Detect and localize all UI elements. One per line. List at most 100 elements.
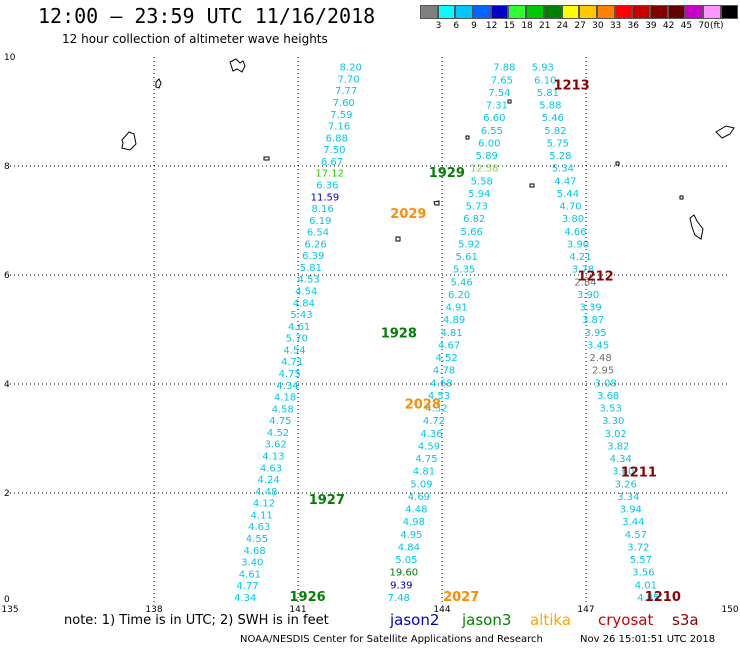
wave-height-value: 6.82 [463,214,485,225]
wave-height-value: 4.85 [637,593,659,604]
track-time-label: 2027 [443,590,479,605]
wave-height-value: 3.95 [584,328,606,339]
wave-height-value: 6.60 [483,113,505,124]
wave-height-value: 3.02 [605,429,627,440]
coastline [263,156,270,161]
wave-height-value: 3.44 [622,517,644,528]
wave-height-value: 5.94 [468,189,490,200]
color-scale-label: 33 [609,21,622,31]
mission-legend-item: jason3 [462,611,512,629]
wave-height-value: 2.95 [592,366,614,377]
wave-height-value: 5.46 [451,277,473,288]
wave-height-value: 7.70 [337,74,359,85]
wave-height-value: 2.84 [574,277,596,288]
wave-height-value: 6.88 [326,133,348,144]
color-scale [420,5,739,21]
color-scale-label: 27 [574,21,586,31]
y-tick-label: 6 [4,271,10,281]
mission-legend-item: jason2 [390,611,440,629]
wave-height-value: 3.26 [615,479,637,490]
wave-height-value: 6.00 [478,138,500,149]
wave-height-value: 4.12 [253,499,275,510]
color-scale-label: 70 [698,21,710,31]
wave-height-value: 3.72 [627,542,649,553]
wave-height-value: 4.69 [408,492,430,503]
y-tick-label: 0 [4,595,10,605]
note-text: note: 1) Time is in UTC; 2) SWH is in fe… [64,613,329,628]
wave-height-value: 3.82 [607,441,629,452]
wave-height-value: 4.67 [438,340,460,351]
track-time-label: 2028 [405,398,441,413]
color-swatch [455,5,474,19]
coastline [155,78,162,89]
wave-height-value: 4.52 [267,428,289,439]
wave-height-value: 17.12 [315,169,344,180]
track-time-label: 1928 [381,327,417,342]
wave-height-value: 4.63 [260,463,282,474]
wave-height-value: 5.35 [453,265,475,276]
wave-height-value: 3.62 [265,440,287,451]
color-scale-label: 39 [645,21,657,31]
wave-height-value: 5.66 [461,227,483,238]
wave-height-value: 5.61 [456,252,478,263]
x-tick-label: 138 [145,605,162,615]
color-scale-label: 36 [627,21,639,31]
wave-height-value: 5.44 [557,189,579,200]
y-tick-label: 8 [4,162,10,172]
coastline [715,125,735,139]
wave-height-value: 3.56 [632,568,654,579]
color-swatch [685,5,703,19]
coastline [529,183,535,188]
x-tick-label: 135 [1,605,18,615]
wave-height-value: 4.57 [625,530,647,541]
color-scale-label: 3 [435,21,442,31]
color-swatch [720,5,739,19]
wave-height-value: 4.53 [428,391,450,402]
y-tick-label: 2 [4,489,10,499]
wave-height-value: 3.94 [620,505,642,516]
wave-height-value: 5.05 [395,555,417,566]
wave-height-value: 5.92 [458,239,480,250]
wave-height-value: 8.20 [340,63,362,74]
wave-height-value: 6.10 [534,75,556,86]
wave-height-value: 2.48 [589,353,611,364]
wave-height-value: 4.24 [258,475,280,486]
wave-height-value: 3.39 [579,303,601,314]
color-swatch [596,5,615,19]
wave-height-value: 3.40 [241,558,263,569]
wave-height-value: 7.88 [493,63,515,74]
wave-height-value: 4.52 [435,353,457,364]
coastline [229,58,246,73]
color-swatch [508,5,527,19]
wave-height-value: 8.16 [312,204,334,215]
wave-height-value: 3.90 [577,290,599,301]
color-swatch [561,5,580,19]
track-time-label: 1211 [621,466,657,481]
wave-height-value: 3.53 [600,404,622,415]
wave-height-value: 4.66 [564,227,586,238]
wave-height-value: 4.75 [415,454,437,465]
wave-height-value: 6.26 [304,239,326,250]
color-swatch [703,5,721,19]
wave-height-value: 5.89 [476,151,498,162]
track-time-label: 1926 [290,590,326,605]
coastline [395,236,401,242]
wave-height-value: 4.21 [569,252,591,263]
color-swatch [490,5,509,19]
coastline [507,99,512,104]
color-swatch [473,5,491,19]
wave-height-value: 11.59 [311,192,340,203]
coastline [465,135,470,140]
wave-height-value: 5.28 [549,151,571,162]
wave-height-value: 4.84 [398,542,420,553]
wave-height-value: 3.68 [597,391,619,402]
x-tick-label: 150 [721,605,738,615]
wave-height-value: 4.55 [246,534,268,545]
wave-height-value: 3.45 [587,340,609,351]
mission-legend-item: cryosat [598,611,654,629]
color-swatch [543,5,562,19]
mission-legend-item: altika [530,611,572,629]
coastline [615,161,620,166]
wave-height-value: 7.48 [388,593,410,604]
